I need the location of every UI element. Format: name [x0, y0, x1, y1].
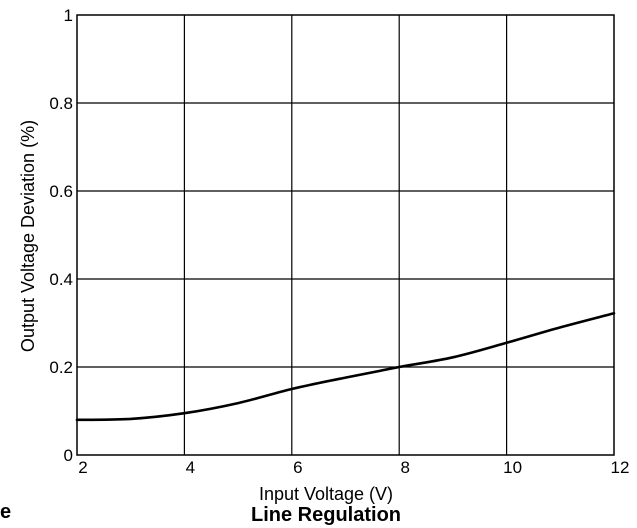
- series-line: [75, 312, 616, 422]
- x-tick-label: 8: [400, 458, 409, 477]
- y-tick-label: 0.6: [49, 182, 73, 201]
- series-group: [75, 312, 616, 422]
- x-tick-label: 10: [503, 458, 522, 477]
- x-tick-label: 2: [78, 458, 87, 477]
- y-tick-label: 0.8: [49, 94, 73, 113]
- edge-text-fragment: e: [0, 501, 11, 523]
- x-tick-label: 12: [611, 458, 630, 477]
- y-tick-label: 0.2: [49, 358, 73, 377]
- x-tick-labels: 2 4 6 8 10 12: [78, 458, 629, 477]
- y-tick-label: 0.4: [49, 270, 73, 289]
- y-tick-label: 0: [64, 446, 73, 465]
- grid: [77, 15, 614, 455]
- chart-title: Line Regulation: [251, 504, 401, 526]
- y-axis-label: Output Voltage Deviation (%): [18, 120, 38, 352]
- y-tick-label: 1: [64, 6, 73, 25]
- x-axis-label: Input Voltage (V): [259, 484, 393, 504]
- x-tick-label: 4: [186, 458, 195, 477]
- x-tick-label: 6: [293, 458, 302, 477]
- plot-frame: [76, 14, 615, 456]
- y-tick-labels: 0 0.2 0.4 0.6 0.8 1: [49, 6, 73, 465]
